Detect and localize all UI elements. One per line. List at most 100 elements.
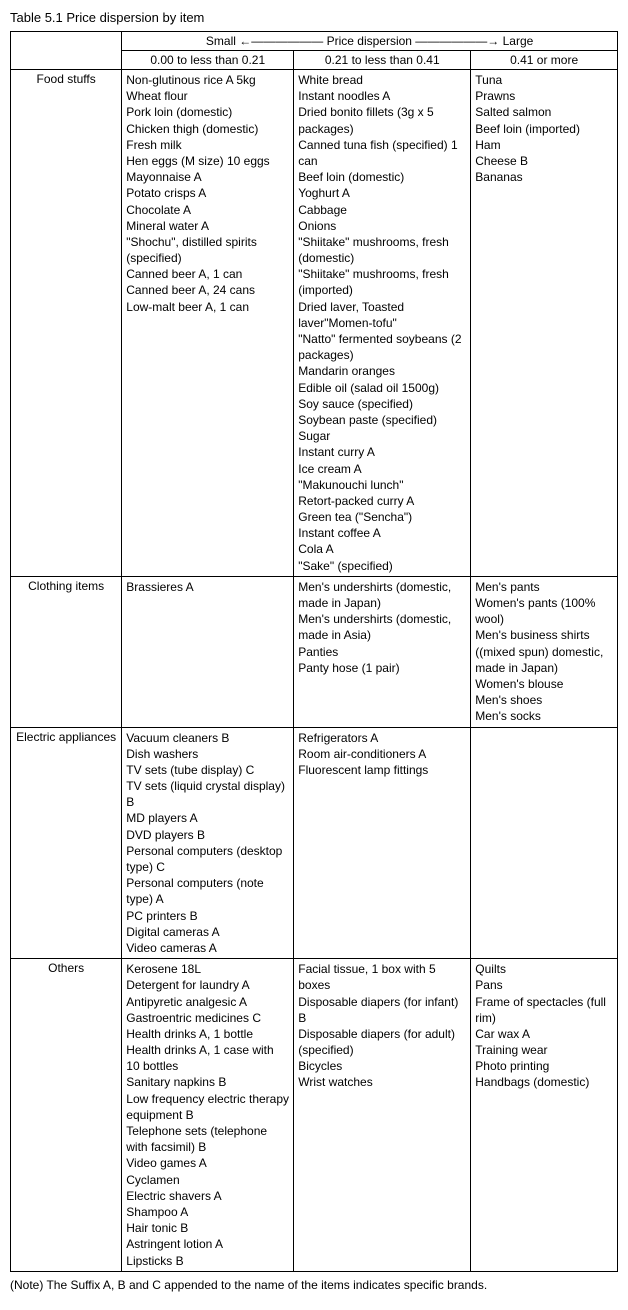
- list-item: Green tea ("Sencha"): [298, 509, 466, 525]
- list-item: Panty hose (1 pair): [298, 660, 466, 676]
- list-item: Women's blouse: [475, 676, 613, 692]
- price-dispersion-table: Small ←—————— Price dispersion ——————→ L…: [10, 31, 618, 1272]
- list-item: Refrigerators A: [298, 730, 466, 746]
- list-item: Panties: [298, 644, 466, 660]
- list-item: Low frequency electric therapy equipment…: [126, 1091, 289, 1123]
- list-item: Health drinks A, 1 case with 10 bottles: [126, 1042, 289, 1074]
- header-range-0: 0.00 to less than 0.21: [122, 51, 294, 70]
- list-item: Men's undershirts (domestic, made in Jap…: [298, 579, 466, 611]
- list-item: Mandarin oranges: [298, 363, 466, 379]
- list-item: Pork loin (domestic): [126, 104, 289, 120]
- list-item: Hen eggs (M size) 10 eggs: [126, 153, 289, 169]
- table-title: Table 5.1 Price dispersion by item: [10, 10, 618, 25]
- list-item: Sanitary napkins B: [126, 1074, 289, 1090]
- list-item: Chocolate A: [126, 202, 289, 218]
- list-item: Antipyretic analgesic A: [126, 994, 289, 1010]
- table-cell: Brassieres A: [122, 576, 294, 727]
- table-cell: Men's pantsWomen's pants (100% wool)Men'…: [471, 576, 618, 727]
- list-item: Facial tissue, 1 box with 5 boxes: [298, 961, 466, 993]
- list-item: TV sets (liquid crystal display) B: [126, 778, 289, 810]
- list-item: Handbags (domestic): [475, 1074, 613, 1090]
- header-row-1: Small ←—————— Price dispersion ——————→ L…: [11, 32, 618, 51]
- list-item: Canned beer A, 24 cans: [126, 282, 289, 298]
- list-item: Edible oil (salad oil 1500g): [298, 380, 466, 396]
- list-item: "Shochu", distilled spirits (specified): [126, 234, 289, 266]
- list-item: Disposable diapers (for adult) (specifie…: [298, 1026, 466, 1058]
- list-item: MD players A: [126, 810, 289, 826]
- table-cell: Kerosene 18LDetergent for laundry AAntip…: [122, 959, 294, 1272]
- row-label: Electric appliances: [11, 727, 122, 959]
- list-item: "Shiitake" mushrooms, fresh (domestic): [298, 234, 466, 266]
- table-row: Electric appliancesVacuum cleaners BDish…: [11, 727, 618, 959]
- list-item: Cheese B: [475, 153, 613, 169]
- list-item: TV sets (tube display) C: [126, 762, 289, 778]
- list-item: Cola A: [298, 541, 466, 557]
- table-cell: QuiltsPansFrame of spectacles (full rim)…: [471, 959, 618, 1272]
- list-item: Canned beer A, 1 can: [126, 266, 289, 282]
- list-item: Canned tuna fish (specified) 1 can: [298, 137, 466, 169]
- row-label: Clothing items: [11, 576, 122, 727]
- list-item: Sugar: [298, 428, 466, 444]
- table-cell: [471, 727, 618, 959]
- list-item: Chicken thigh (domestic): [126, 121, 289, 137]
- list-item: Men's socks: [475, 708, 613, 724]
- list-item: "Natto" fermented soybeans (2 packages): [298, 331, 466, 363]
- table-row: Food stuffsNon-glutinous rice A 5kgWheat…: [11, 70, 618, 577]
- list-item: PC printers B: [126, 908, 289, 924]
- list-item: Bicycles: [298, 1058, 466, 1074]
- list-item: Personal computers (note type) A: [126, 875, 289, 907]
- table-note: (Note) The Suffix A, B and C appended to…: [10, 1278, 618, 1292]
- header-range-1: 0.21 to less than 0.41: [294, 51, 471, 70]
- list-item: Cyclamen: [126, 1172, 289, 1188]
- list-item: Video games A: [126, 1155, 289, 1171]
- list-item: Lipsticks B: [126, 1253, 289, 1269]
- list-item: Wrist watches: [298, 1074, 466, 1090]
- list-item: "Shiitake" mushrooms, fresh (imported): [298, 266, 466, 298]
- row-label: Others: [11, 959, 122, 1272]
- list-item: White bread: [298, 72, 466, 88]
- list-item: Vacuum cleaners B: [126, 730, 289, 746]
- list-item: Bananas: [475, 169, 613, 185]
- list-item: Non-glutinous rice A 5kg: [126, 72, 289, 88]
- list-item: Fresh milk: [126, 137, 289, 153]
- table-cell: Facial tissue, 1 box with 5 boxesDisposa…: [294, 959, 471, 1272]
- list-item: Dried laver, Toasted laver"Momen-tofu": [298, 299, 466, 331]
- list-item: Dish washers: [126, 746, 289, 762]
- list-item: Ice cream A: [298, 461, 466, 477]
- list-item: Instant coffee A: [298, 525, 466, 541]
- list-item: Training wear: [475, 1042, 613, 1058]
- list-item: Astringent lotion A: [126, 1236, 289, 1252]
- list-item: Room air-conditioners A: [298, 746, 466, 762]
- list-item: "Sake" (specified): [298, 558, 466, 574]
- list-item: Brassieres A: [126, 579, 289, 595]
- list-item: Disposable diapers (for infant) B: [298, 994, 466, 1026]
- list-item: Soy sauce (specified): [298, 396, 466, 412]
- list-item: Instant noodles A: [298, 88, 466, 104]
- list-item: Quilts: [475, 961, 613, 977]
- list-item: Prawns: [475, 88, 613, 104]
- table-cell: Non-glutinous rice A 5kgWheat flourPork …: [122, 70, 294, 577]
- list-item: Detergent for laundry A: [126, 977, 289, 993]
- list-item: Electric shavers A: [126, 1188, 289, 1204]
- list-item: Dried bonito fillets (3g x 5 packages): [298, 104, 466, 136]
- list-item: Yoghurt A: [298, 185, 466, 201]
- row-label: Food stuffs: [11, 70, 122, 577]
- list-item: Mayonnaise A: [126, 169, 289, 185]
- list-item: Onions: [298, 218, 466, 234]
- table-row: OthersKerosene 18LDetergent for laundry …: [11, 959, 618, 1272]
- list-item: Cabbage: [298, 202, 466, 218]
- list-item: Low-malt beer A, 1 can: [126, 299, 289, 315]
- list-item: Hair tonic B: [126, 1220, 289, 1236]
- list-item: Video cameras A: [126, 940, 289, 956]
- list-item: Men's business shirts ((mixed spun) dome…: [475, 627, 613, 676]
- list-item: Potato crisps A: [126, 185, 289, 201]
- table-cell: TunaPrawnsSalted salmonBeef loin (import…: [471, 70, 618, 577]
- list-item: DVD players B: [126, 827, 289, 843]
- list-item: Digital cameras A: [126, 924, 289, 940]
- list-item: "Makunouchi lunch": [298, 477, 466, 493]
- header-spectrum: Small ←—————— Price dispersion ——————→ L…: [122, 32, 618, 51]
- list-item: Salted salmon: [475, 104, 613, 120]
- list-item: Beef loin (domestic): [298, 169, 466, 185]
- list-item: Frame of spectacles (full rim): [475, 994, 613, 1026]
- list-item: Health drinks A, 1 bottle: [126, 1026, 289, 1042]
